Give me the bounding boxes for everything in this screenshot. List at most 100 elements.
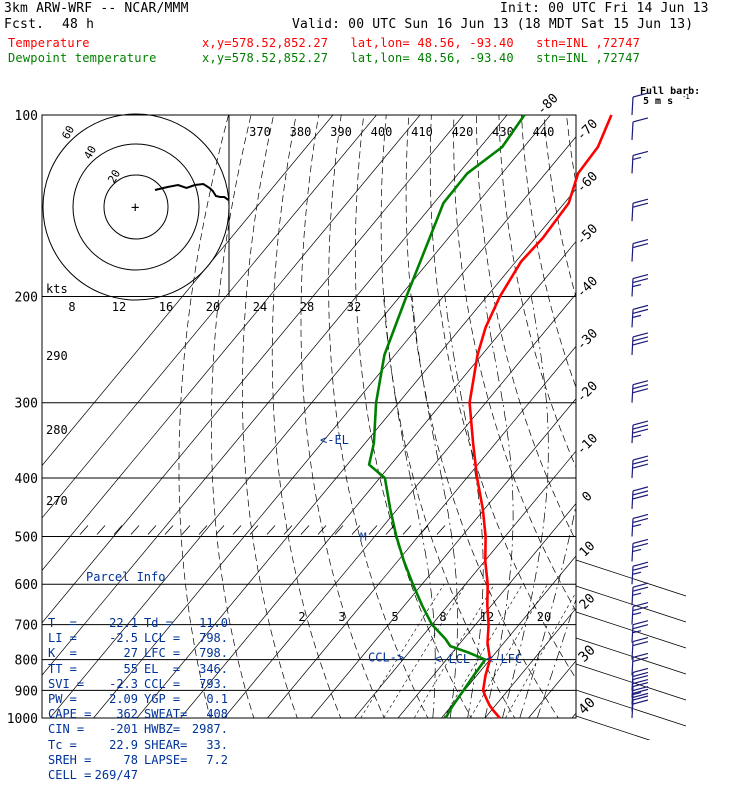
wind-barb-shaft [632,337,633,355]
temperature-tick-label: -80 [534,91,561,118]
temperature-tick-label: 40 [576,695,599,718]
pressure-tick-label: 800 [15,654,38,669]
parcel-info-cell: 22.1 [88,616,138,631]
temperature-tick-label: -10 [574,431,601,458]
dry-adiabat [567,115,740,731]
parcel-info-row: CELL =269/47 [48,768,236,783]
parcel-info-cell: 11.0 [188,616,228,631]
hodograph-speed-tick: 24 [253,300,267,314]
freezing-level-hatch [267,525,275,534]
wind-barb-flag [633,621,648,625]
wind-barb-flag [633,429,648,433]
theta-label: 280 [46,423,68,437]
full-barb-exponent: -1 [683,93,690,101]
el-marker: <-EL [320,433,349,447]
wind-barb-flag [633,487,648,491]
theta-label: 270 [46,494,68,508]
pressure-tick-label: 500 [15,530,38,545]
wind-barb-shaft [632,460,633,478]
wind-barb-shaft [632,385,633,403]
theta-label: 400 [371,125,393,139]
parcel-info-cell: EL = [144,662,188,677]
parcel-info-cell: 78 [88,753,138,768]
hodograph-ring-label: 40 [81,144,99,162]
wind-barb-shaft [632,491,633,509]
parcel-info-cell: CAPE = [48,707,88,722]
wind-barb-shaft [632,425,633,443]
freezing-level-hatch [80,525,88,534]
parcel-info-cell: 0.1 [188,692,228,707]
parcel-info-cell: CIN = [48,722,88,737]
theta-label: 410 [411,125,433,139]
wind-barb-shaft [632,122,633,140]
temperature-tick-label: 0 [579,489,595,505]
dry-adiabat [657,115,740,731]
pressure-tick-label: 600 [15,578,38,593]
dry-adiabat [724,115,740,731]
wind-barb-half [633,549,641,551]
max-wind-marker: M [360,531,367,544]
hodograph-speed-tick: 20 [206,300,220,314]
wind-barb-half [633,593,641,595]
isotherm-line [442,115,740,718]
dry-adiabat [476,115,699,731]
temperature-tick-label: 10 [577,539,599,561]
wind-barb-flag [633,203,648,207]
wind-barb-flag [633,587,648,591]
temperature-tick-label: -40 [574,274,601,301]
parcel-info-cell: T = [48,616,88,631]
parcel-info-cell: LAPSE= [144,753,188,768]
wind-barb-half [633,572,641,574]
parcel-info-cell: 798. [188,631,228,646]
dry-adiabat [634,115,740,731]
parcel-info-cell: -2.5 [88,631,138,646]
parcel-info-cell: SREH = [48,753,88,768]
theta-label: 420 [452,125,474,139]
wind-barb-flag [633,495,648,499]
wind-barb-flag [633,642,648,646]
freezing-level-hatch [131,525,139,534]
freezing-level-hatch [437,525,445,534]
wind-barb-shaft [632,607,633,625]
parcel-info-cell: -2.3 [88,677,138,692]
freezing-level-hatch [114,525,122,534]
wind-barb-flag [633,625,648,629]
parcel-info-cell: TT = [48,662,88,677]
pressure-tick-label: 900 [15,684,38,699]
wind-barb-shaft [632,566,633,584]
wind-barb-half [633,613,641,615]
lfc-marker: <-LFC [486,652,522,666]
wind-barb-shaft [632,279,633,297]
parcel-info-cell: YGP = [144,692,188,707]
parcel-info-cell: K = [48,646,88,661]
wind-barb-flag [633,543,648,547]
temperature-tick-label: -30 [574,326,601,353]
mixing-ratio-label: 5 [391,610,398,624]
isotherm-line [616,115,740,718]
parcel-info-cell: 2.09 [88,692,138,707]
hodograph-ring-label: 20 [105,168,123,186]
dry-adiabat [272,115,346,731]
wind-barb-flag [633,275,648,279]
lcl-marker: <-LCL [434,652,470,666]
isotherm-line [398,115,740,718]
wind-barb-flag [633,425,648,429]
wind-barb-flag [633,668,648,672]
wind-barb-flag [633,460,648,464]
dry-adiabat [589,115,740,731]
wind-barb-flag [633,389,648,393]
wind-barb-flag [633,337,648,341]
freezing-level-hatch [165,525,173,534]
wind-barb-flag [633,700,648,704]
wind-barb-flag [633,118,648,122]
parcel-info-cell: 27 [88,646,138,661]
parcel-info-cell: 269/47 [88,768,138,783]
